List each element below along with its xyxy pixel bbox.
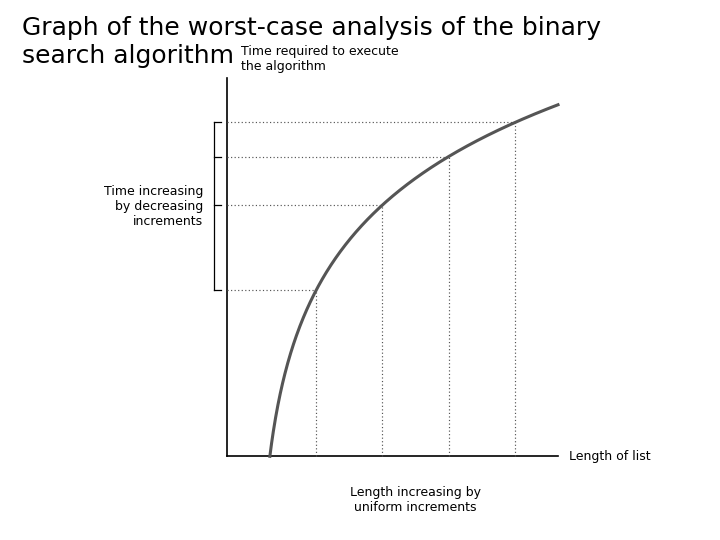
Text: Graph of the worst-case analysis of the binary
search algorithm: Graph of the worst-case analysis of the … [22, 16, 600, 68]
Text: Time increasing
by decreasing
increments: Time increasing by decreasing increments [104, 185, 203, 228]
Text: Length increasing by
uniform increments: Length increasing by uniform increments [350, 486, 481, 514]
Text: Length of list: Length of list [569, 450, 650, 463]
Text: Time required to execute
the algorithm: Time required to execute the algorithm [241, 45, 399, 73]
